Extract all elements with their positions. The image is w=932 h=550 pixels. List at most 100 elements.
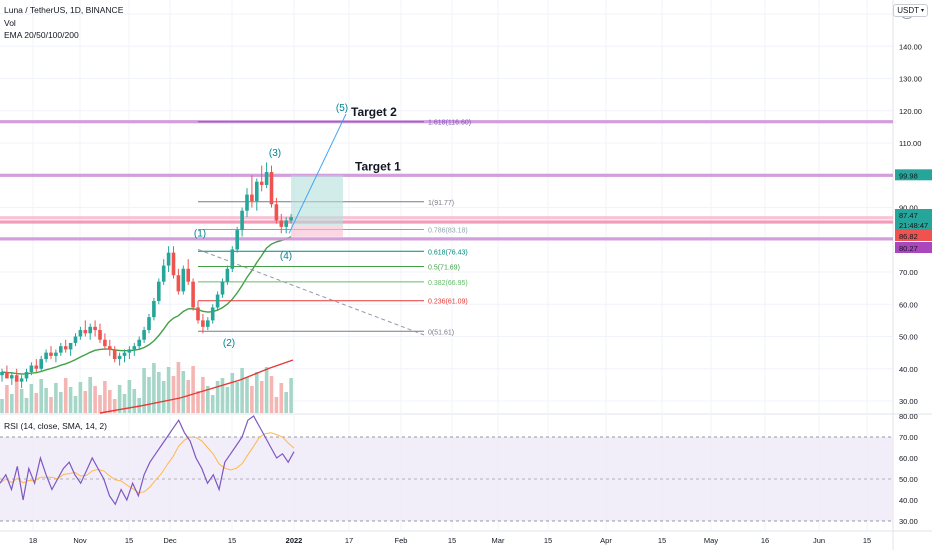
rsi-tick-label: 60.00 xyxy=(899,454,918,463)
candle-body xyxy=(73,336,78,343)
rsi-tick-label: 40.00 xyxy=(899,496,918,505)
volume-bar xyxy=(191,366,195,413)
candle-body xyxy=(10,375,14,379)
fib-label: 0.618(76.43) xyxy=(428,249,468,256)
price-tick-label: 90.00 xyxy=(899,204,918,213)
candle-body xyxy=(157,281,161,302)
volume-bar xyxy=(112,399,117,413)
key-level-line xyxy=(0,237,893,241)
time-tick-label: May xyxy=(704,536,718,545)
candle-body xyxy=(210,307,215,321)
time-tick-label: 15 xyxy=(125,536,133,545)
time-tick-label: 2022 xyxy=(286,536,303,545)
volume-bar xyxy=(166,367,171,413)
candle-body xyxy=(68,342,73,350)
volume-bar xyxy=(215,381,220,413)
candle-body xyxy=(103,339,107,347)
volume-bar xyxy=(59,392,63,413)
candle-body xyxy=(186,268,190,282)
currency-scale-button[interactable]: USDT ▾ xyxy=(893,4,928,17)
volume-bar xyxy=(39,379,43,413)
time-tick-label: Nov xyxy=(73,536,87,545)
time-tick-label: 15 xyxy=(863,536,871,545)
currency-scale-label: USDT xyxy=(897,6,919,15)
volume-bar xyxy=(5,385,9,413)
target-1-label: Target 1 xyxy=(355,159,401,173)
key-level-line xyxy=(0,173,893,177)
volume-bar xyxy=(176,362,181,413)
time-tick-label: 15 xyxy=(448,536,456,545)
wave-5-label: (5) xyxy=(336,103,348,114)
candle-body xyxy=(98,330,102,340)
candle-body xyxy=(83,330,88,334)
volume-bar xyxy=(29,384,34,413)
stop-zone-box xyxy=(291,226,343,237)
wave-3-label: (3) xyxy=(269,148,281,159)
candle-body xyxy=(78,330,83,337)
volume-bar xyxy=(98,395,102,413)
candle-body xyxy=(147,317,151,331)
rsi-indicator-label: RSI (14, close, SMA, 14, 2) xyxy=(4,421,107,431)
volume-bar xyxy=(240,368,244,413)
candle-body xyxy=(142,330,146,340)
volume-bar xyxy=(34,393,39,413)
candle-body xyxy=(225,268,230,282)
candle-body xyxy=(54,352,58,356)
fib-label: 0.382(66.95) xyxy=(428,280,468,287)
candle-body xyxy=(44,352,48,360)
volume-bar xyxy=(245,377,249,413)
candle-body xyxy=(34,365,39,369)
volume-bar xyxy=(10,394,14,413)
price-badge-label: 80.27 xyxy=(899,244,918,253)
candle-body xyxy=(181,268,186,292)
candle-body xyxy=(24,371,29,379)
wave-1-label: (1) xyxy=(194,229,206,240)
price-badge xyxy=(895,209,932,220)
key-level-line xyxy=(0,220,893,224)
price-tick-label: 70.00 xyxy=(899,268,918,277)
chevron-down-icon: ▾ xyxy=(920,8,924,14)
price-tick-label: 60.00 xyxy=(899,300,918,309)
candle-body xyxy=(230,249,235,269)
volume-bar xyxy=(24,398,29,413)
ema-200-line xyxy=(99,359,294,414)
candle-body xyxy=(152,301,156,318)
volume-bar xyxy=(83,391,88,413)
candle-body xyxy=(259,181,264,185)
candle-body xyxy=(161,265,166,282)
rsi-tick-label: 70.00 xyxy=(899,433,918,442)
candle-body xyxy=(201,320,205,327)
volume-bar xyxy=(157,372,161,413)
fib-label: 1.618(116.60) xyxy=(428,120,471,127)
price-badge xyxy=(895,242,932,253)
fib-label: 0.236(61.09) xyxy=(428,299,468,306)
rsi-tick-label: 30.00 xyxy=(899,517,918,526)
wave-2-label: (2) xyxy=(223,338,235,349)
volume-bar xyxy=(63,378,68,413)
volume-bar xyxy=(210,395,215,413)
ema-label: EMA 20/50/100/200 xyxy=(4,30,79,40)
candle-body xyxy=(171,252,176,276)
volume-bar xyxy=(255,372,259,413)
candle-body xyxy=(245,194,249,211)
volume-bar xyxy=(108,390,112,413)
price-badge xyxy=(895,219,932,230)
volume-label: Vol xyxy=(4,18,16,28)
price-tick-label: 120.00 xyxy=(899,107,922,116)
rsi-line xyxy=(0,415,295,506)
volume-bar xyxy=(0,399,4,413)
price-tick-label: 130.00 xyxy=(899,75,922,84)
volume-bar xyxy=(230,373,235,413)
price-badge-label: 87.47 xyxy=(899,211,918,220)
candle-body xyxy=(59,346,63,353)
price-badge-label: 86.82 xyxy=(899,232,918,241)
candle-body xyxy=(49,352,53,356)
chart-title: Luna / TetherUS, 1D, BINANCE xyxy=(4,5,124,15)
price-tick-label: 50.00 xyxy=(899,333,918,342)
candle-body xyxy=(250,194,254,202)
volume-bar xyxy=(284,392,288,413)
candle-body xyxy=(289,217,293,221)
time-tick-label: 15 xyxy=(658,536,666,545)
volume-bar xyxy=(122,394,127,413)
